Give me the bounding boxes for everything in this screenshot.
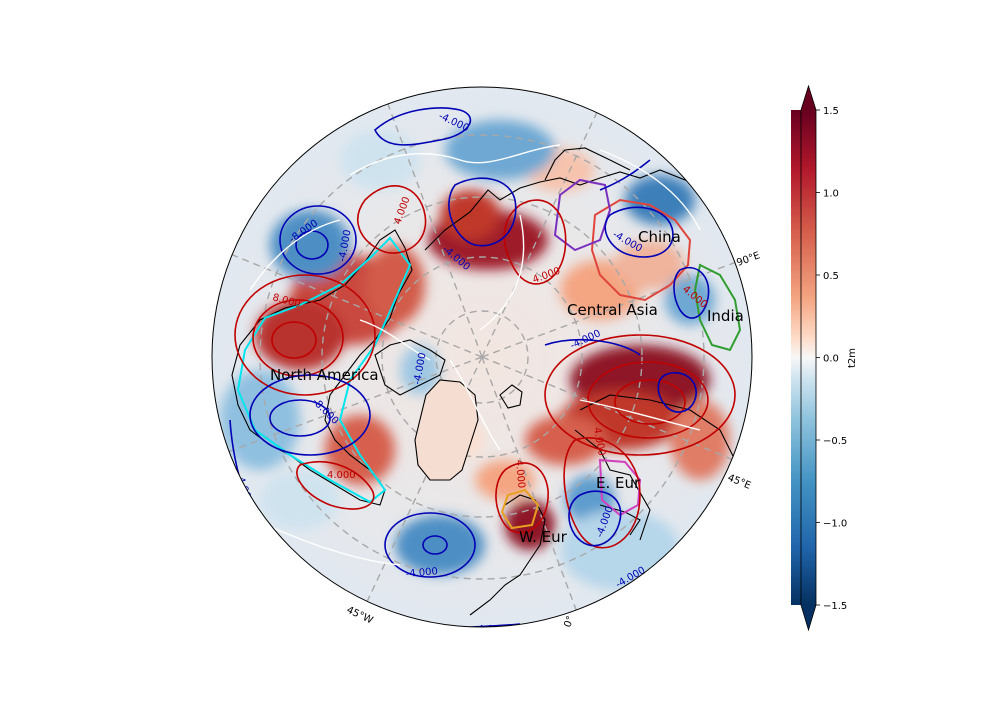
region-labels: China India Central Asia North America E… (270, 228, 744, 546)
map-disc: -4.000 -4.000 -8.000 -4.000 8.000 -8.000… (211, 86, 753, 635)
colorbar: 1.5 1.0 0.5 0.0 −0.5 −1.0 −1.5 t2m (791, 84, 858, 632)
colorbar-top-extension (801, 86, 816, 110)
coastlines (231, 147, 736, 616)
colorbar-tick-label: −1.0 (823, 519, 847, 530)
contour-label: 4.000 (327, 470, 356, 481)
contour-label: 4.000 (591, 427, 607, 457)
colorbar-tick-label: 1.5 (823, 106, 839, 117)
meridian-label-45e: 45°E (726, 473, 752, 492)
region-label-central-asia: Central Asia (567, 301, 658, 319)
colorbar-body (791, 110, 816, 605)
colorbar-tick-label: 1.0 (823, 189, 839, 200)
colorbar-tick-label: −1.5 (823, 601, 847, 612)
colorbar-tick-label: 0.0 (823, 354, 839, 365)
map-boundary (211, 86, 753, 628)
colorbar-ticks (816, 109, 820, 606)
meridian-label-0: 0° (562, 615, 576, 629)
meridian-label-90e: 90°E (735, 250, 761, 269)
india-outline (693, 263, 742, 352)
region-label-china: China (638, 228, 681, 246)
contour-label: -4.000 (405, 566, 438, 580)
region-label-north-america: North America (270, 366, 379, 384)
contour-label: -4.000 (474, 624, 506, 635)
meridian-label-45w: 45°W (345, 605, 375, 627)
w-eur-outline (500, 488, 540, 530)
colorbar-tick-label: −0.5 (823, 436, 847, 447)
region-label-e-eur: E. Eur (596, 474, 641, 492)
contour-label: 4.000 (513, 459, 526, 488)
colorbar-bottom-extension (801, 605, 816, 630)
region-label-w-eur: W. Eur (519, 528, 568, 546)
china-outline (590, 198, 692, 302)
contours-positive (234, 185, 736, 549)
region-label-india: India (707, 307, 744, 325)
colorbar-tick-label: 0.5 (823, 271, 839, 282)
north-america-outline (236, 236, 412, 504)
colorbar-title: t2m (847, 348, 858, 368)
e-eur-outline (598, 458, 642, 517)
